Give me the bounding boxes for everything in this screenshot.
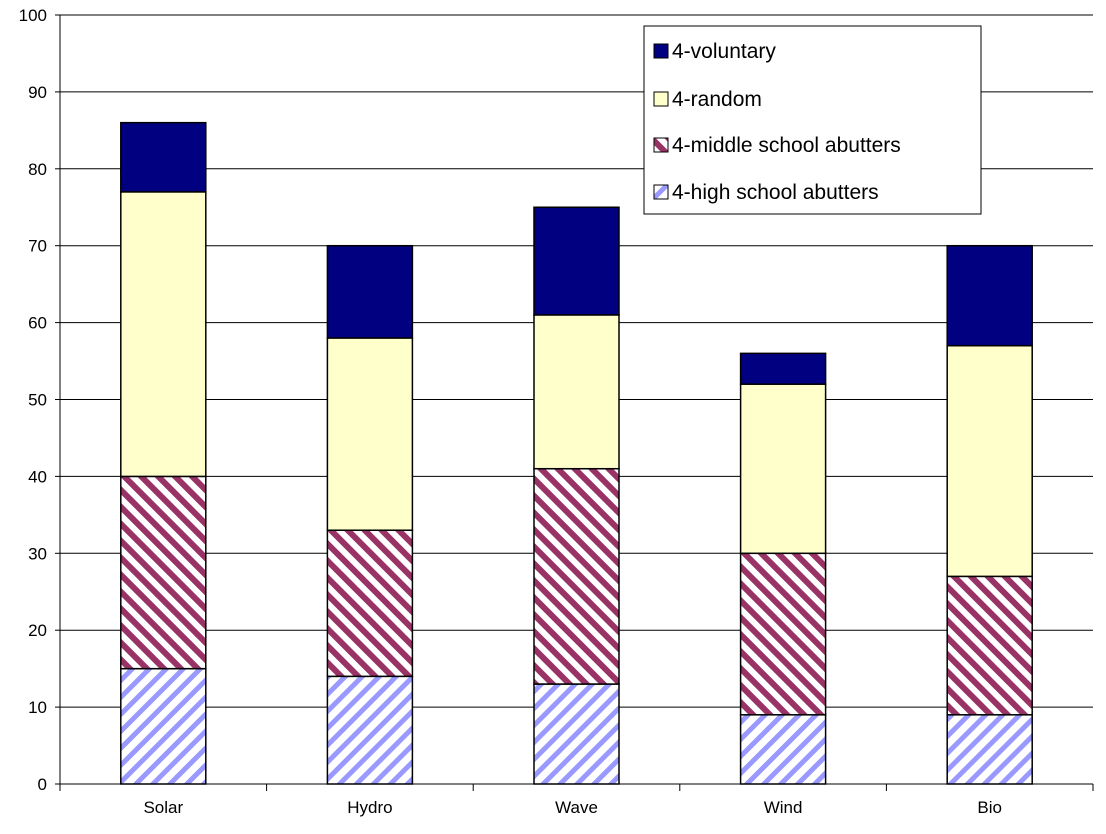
bar-segment-1-hydro	[326, 675, 414, 785]
legend-swatch-3	[653, 91, 669, 107]
legend-label-3: 4-random	[672, 88, 762, 111]
bar-segment-4-bio	[946, 244, 1033, 347]
legend-label-1: 4-high school abutters	[672, 181, 879, 204]
y-tick-label: 40	[28, 467, 47, 486]
bar-segment-3-wind	[739, 383, 827, 555]
bar-segment-1-bio	[946, 714, 1033, 785]
bar-segment-2-wave	[533, 467, 620, 685]
x-tick-label: Wind	[764, 798, 803, 817]
bar-segment-1-wave	[533, 683, 620, 785]
axes	[55, 14, 1094, 791]
y-tick-label: 50	[28, 391, 47, 410]
bar-segment-1-solar	[120, 667, 207, 785]
y-tick-label: 70	[28, 237, 47, 256]
legend-swatch-1	[653, 184, 669, 200]
bar-segment-3-wave	[533, 314, 620, 470]
legend-box	[643, 25, 982, 215]
bar-segment-2-solar	[120, 475, 207, 670]
legend-label-4: 4-voluntary	[672, 40, 776, 63]
bar-segment-2-wind	[739, 552, 827, 716]
bar-segment-3-bio	[946, 344, 1033, 578]
y-tick-label: 0	[38, 775, 47, 794]
bar-segment-3-solar	[120, 191, 207, 478]
y-tick-label: 30	[28, 544, 47, 563]
x-tick-label: Bio	[977, 798, 1002, 817]
x-axis-tick-labels: Solar Hydro Wave Wind Bio	[143, 798, 1002, 817]
bars	[120, 121, 1033, 785]
y-tick-label: 100	[19, 6, 47, 25]
x-tick-label: Wave	[555, 798, 598, 817]
y-tick-label: 80	[28, 160, 47, 179]
y-tick-label: 10	[28, 698, 47, 717]
bar-segment-4-solar	[120, 121, 207, 193]
bar-segment-1-wind	[739, 714, 827, 785]
legend-label-2: 4-middle school abutters	[672, 134, 901, 157]
legend: 4-voluntary 4-random 4-middle school abutt…	[643, 25, 982, 215]
bar-segment-2-bio	[946, 575, 1033, 716]
legend-swatch-2	[653, 137, 669, 153]
bar-segment-4-hydro	[326, 244, 414, 339]
x-tick-label: Hydro	[347, 798, 392, 817]
x-tick-label: Solar	[143, 798, 183, 817]
y-tick-label: 20	[28, 621, 47, 640]
legend-swatch-4	[653, 43, 669, 59]
y-tick-label: 90	[28, 83, 47, 102]
bar-segment-3-hydro	[326, 337, 414, 531]
y-axis-tick-labels: 0 10 20 30 40 50 60 70 80 90 100	[19, 6, 47, 794]
bar-segment-4-wind	[739, 352, 827, 385]
bar-segment-2-hydro	[326, 529, 414, 678]
bar-segment-4-wave	[533, 206, 620, 316]
y-tick-label: 60	[28, 314, 47, 333]
